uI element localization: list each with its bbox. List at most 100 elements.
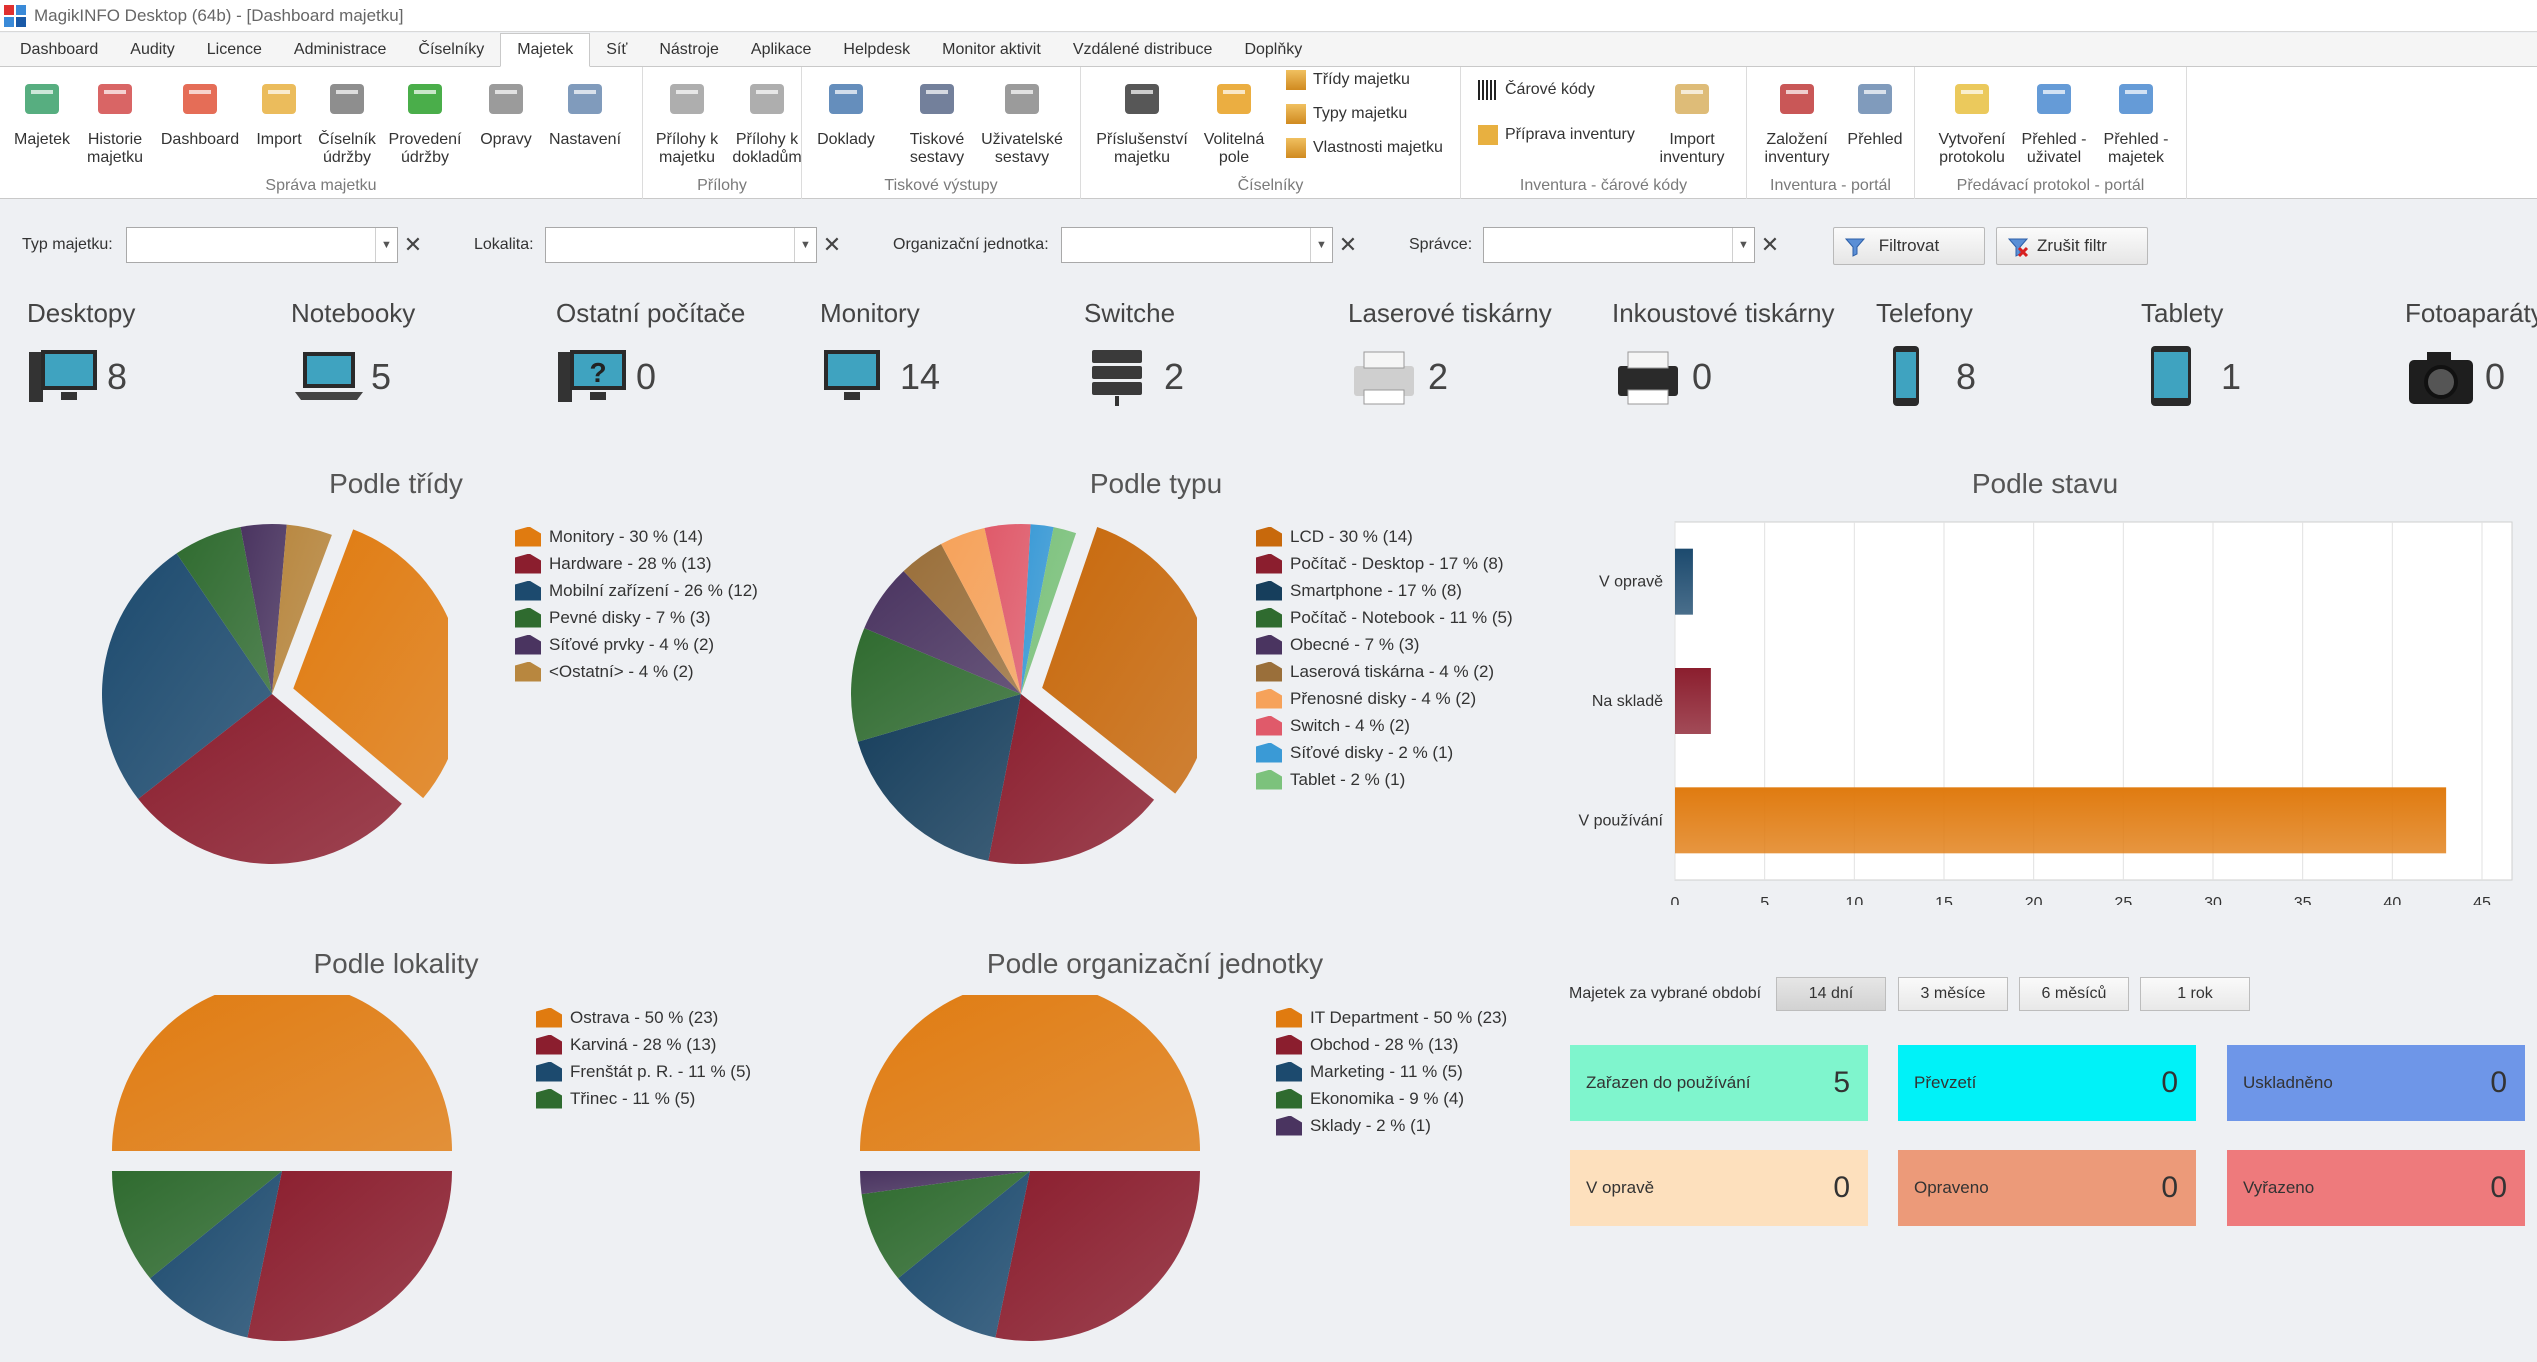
pie-slice-karvina-28-13[interactable]	[247, 1171, 452, 1341]
pie-slice-obchod-28-13[interactable]	[995, 1171, 1200, 1341]
pie-slice-switch-4-2[interactable]	[984, 524, 1031, 694]
category-switche[interactable]: Switche 2	[1084, 298, 1344, 418]
chevron-down-icon[interactable]: ▼	[1732, 228, 1754, 262]
pie-slice-sitove-prvky-4-2[interactable]	[240, 524, 287, 694]
chevron-down-icon[interactable]: ▼	[794, 228, 816, 262]
ribbon-small-carove-kody[interactable]: Čárové kódy	[1478, 80, 1595, 100]
category-ostatni-pocitace[interactable]: Ostatní počítače? 0	[556, 298, 816, 418]
menu-tab-ciselniky[interactable]: Číselníky	[418, 41, 485, 58]
ribbon-button-historie-majetku[interactable]: Historie majetku	[65, 73, 165, 167]
ribbon-button-import-inventury[interactable]: Import inventury	[1642, 73, 1742, 167]
ribbon-button-doklady[interactable]: Doklady	[796, 73, 896, 149]
bar-v-pouzivani[interactable]	[1675, 787, 2447, 854]
pie-slice-it-department-50-23[interactable]	[860, 995, 1200, 1151]
pie-slice-marketing-11-5[interactable]	[898, 1171, 1030, 1338]
ribbon-button-prehled-uzivatel[interactable]: Přehled - uživatel	[2004, 73, 2104, 167]
ribbon-button-uzivatelske-sestavy[interactable]: Uživatelské sestavy	[972, 73, 1072, 167]
chevron-down-icon[interactable]: ▼	[1310, 228, 1332, 262]
pie-slice-monitory-30-14[interactable]	[293, 529, 448, 799]
menu-tab-licence[interactable]: Licence	[206, 41, 262, 58]
pie-slice-pocitac-desktop-17-8[interactable]	[988, 694, 1155, 864]
menu-tab-monitor-aktivit[interactable]: Monitor aktivit	[942, 41, 1041, 58]
pie-slice-mobilni-zarizeni-26-12[interactable]	[102, 553, 272, 799]
ribbon-small-vlastnosti-majetku[interactable]: Vlastnosti majetku	[1286, 138, 1443, 158]
status-tile-zarazen-do-pouzivani[interactable]: Zařazen do používání 5	[1570, 1045, 1868, 1121]
category-telefony[interactable]: Telefony 8	[1876, 298, 2136, 418]
filter-button[interactable]: Filtrovat	[1833, 227, 1985, 265]
ribbon-button-provedeni-udrzby[interactable]: Provedení údržby	[375, 73, 475, 167]
ribbon-button-nastaveni[interactable]: Nastavení	[535, 73, 635, 149]
admin-combo[interactable]: ▼	[1483, 227, 1755, 263]
menu-tab-helpdesk[interactable]: Helpdesk	[843, 41, 911, 58]
ribbon-button-tiskove-sestavy[interactable]: Tiskové sestavy	[887, 73, 987, 167]
location-combo[interactable]: ▼	[545, 227, 817, 263]
menu-tab-audity[interactable]: Audity	[130, 41, 175, 58]
category-monitory[interactable]: Monitory 14	[820, 298, 1080, 418]
menu-tab-majetek[interactable]: Majetek	[500, 33, 591, 67]
clear-org-unit-icon[interactable]: ✕	[1338, 232, 1358, 257]
ribbon-small-tridy-majetku[interactable]: Třídy majetku	[1286, 70, 1410, 90]
period-6-mesicu-button[interactable]: 6 měsíců	[2019, 977, 2129, 1011]
status-tile-uskladneno[interactable]: Uskladněno 0	[2227, 1045, 2525, 1121]
pie-slice-ostrava-50-23[interactable]	[112, 995, 452, 1151]
ribbon-small-typy-majetku[interactable]: Typy majetku	[1286, 104, 1407, 124]
ribbon-button-vytvoreni-protokolu[interactable]: Vytvoření protokolu	[1922, 73, 2022, 167]
category-notebooky[interactable]: Notebooky 5	[291, 298, 551, 418]
pie-slice-lcd-30-14[interactable]	[1042, 526, 1197, 794]
bar-v-oprave[interactable]	[1675, 548, 1693, 615]
ribbon-button-zalozeni-inventury[interactable]: Založení inventury	[1747, 73, 1847, 167]
pie-slice-prenosne-disky-4-2[interactable]	[941, 527, 1021, 694]
menu-tab-aplikace[interactable]: Aplikace	[750, 41, 812, 58]
pie-slice-hardware-28-13[interactable]	[138, 694, 402, 864]
menu-tab-dashboard[interactable]: Dashboard	[20, 41, 99, 58]
category-inkoustove-tiskarny[interactable]: Inkoustové tiskárny 0	[1612, 298, 1872, 418]
menu-tab-vzdalene-distribuce[interactable]: Vzdálené distribuce	[1072, 41, 1213, 58]
pie-slice-ostatni-4-2[interactable]	[272, 524, 332, 694]
category-laserove-tiskarny[interactable]: Laserové tiskárny 2	[1348, 298, 1608, 418]
ribbon-small-priprava-inventury[interactable]: Příprava inventury	[1478, 125, 1635, 145]
pie-slice-tablet-2-1[interactable]	[1021, 527, 1077, 694]
pie-slice-pevne-disky-7-3[interactable]	[176, 526, 272, 694]
pie-slice-trinec-11-5[interactable]	[112, 1171, 282, 1279]
status-tile-opraveno[interactable]: Opraveno 0	[1898, 1150, 2196, 1226]
ribbon-button-prislusenstvi-majetku[interactable]: Příslušenství majetku	[1092, 73, 1192, 167]
clear-asset-type-icon[interactable]: ✕	[403, 232, 423, 257]
menu-tab-sit[interactable]: Síť	[606, 41, 628, 58]
pie-slice-obecne-7-3[interactable]	[864, 571, 1021, 694]
pie-slice-frenstat-p-r-11-5[interactable]	[150, 1171, 282, 1338]
ribbon-button-opravy[interactable]: Opravy	[456, 73, 556, 149]
chevron-down-icon[interactable]: ▼	[375, 228, 397, 262]
pie-slice-smartphone-17-8[interactable]	[857, 694, 1021, 861]
ribbon-button-prehled[interactable]: Přehled	[1825, 73, 1925, 149]
period-3-mesice-button[interactable]: 3 měsíce	[1898, 977, 2008, 1011]
ribbon-button-ciselnik-udrzby[interactable]: Číselník údržby	[297, 73, 397, 167]
clear-admin-icon[interactable]: ✕	[1760, 232, 1780, 257]
menu-tab-doplnky[interactable]: Doplňky	[1244, 41, 1303, 58]
ribbon-button-import[interactable]: Import	[229, 73, 329, 149]
ribbon-button-prilohy-k-dokladum[interactable]: Přílohy k dokladům	[717, 73, 817, 167]
pie-slice-sitove-disky-2-1[interactable]	[1021, 524, 1054, 694]
ribbon-button-prilohy-k-majetku[interactable]: Přílohy k majetku	[637, 73, 737, 167]
pie-slice-ekonomika-9-4[interactable]	[861, 1171, 1030, 1279]
pie-slice-pocitac-notebook-11-5[interactable]	[851, 628, 1021, 742]
category-desktopy[interactable]: Desktopy 8	[27, 298, 287, 418]
menu-tab-administrace[interactable]: Administrace	[293, 41, 387, 58]
clear-filter-button[interactable]: Zrušit filtr	[1996, 227, 2148, 265]
pie-slice-sklady-2-1[interactable]	[860, 1171, 1030, 1195]
status-tile-vyrazeno[interactable]: Vyřazeno 0	[2227, 1150, 2525, 1226]
menu-tab-nastroje[interactable]: Nástroje	[659, 41, 719, 58]
ribbon-button-volitelna-pole[interactable]: Volitelná pole	[1184, 73, 1284, 167]
org-unit-combo[interactable]: ▼	[1061, 227, 1333, 263]
ribbon-button-dashboard[interactable]: Dashboard	[150, 73, 250, 149]
status-tile-prevzeti[interactable]: Převzetí 0	[1898, 1045, 2196, 1121]
category-tablety[interactable]: Tablety 1	[2141, 298, 2401, 418]
clear-location-icon[interactable]: ✕	[822, 232, 842, 257]
bar-na-sklade[interactable]	[1675, 668, 1711, 734]
pie-slice-laserova-tiskarna-4-2[interactable]	[903, 543, 1021, 694]
ribbon-button-majetek[interactable]: Majetek	[0, 73, 92, 149]
period-1-rok-button[interactable]: 1 rok	[2140, 977, 2250, 1011]
status-tile-v-oprave[interactable]: V opravě 0	[1570, 1150, 1868, 1226]
category-fotoaparaty[interactable]: Fotoaparáty 0	[2405, 298, 2537, 418]
period-14-dni-button[interactable]: 14 dní	[1776, 977, 1886, 1011]
ribbon-button-prehled-majetek[interactable]: Přehled - majetek	[2086, 73, 2186, 167]
